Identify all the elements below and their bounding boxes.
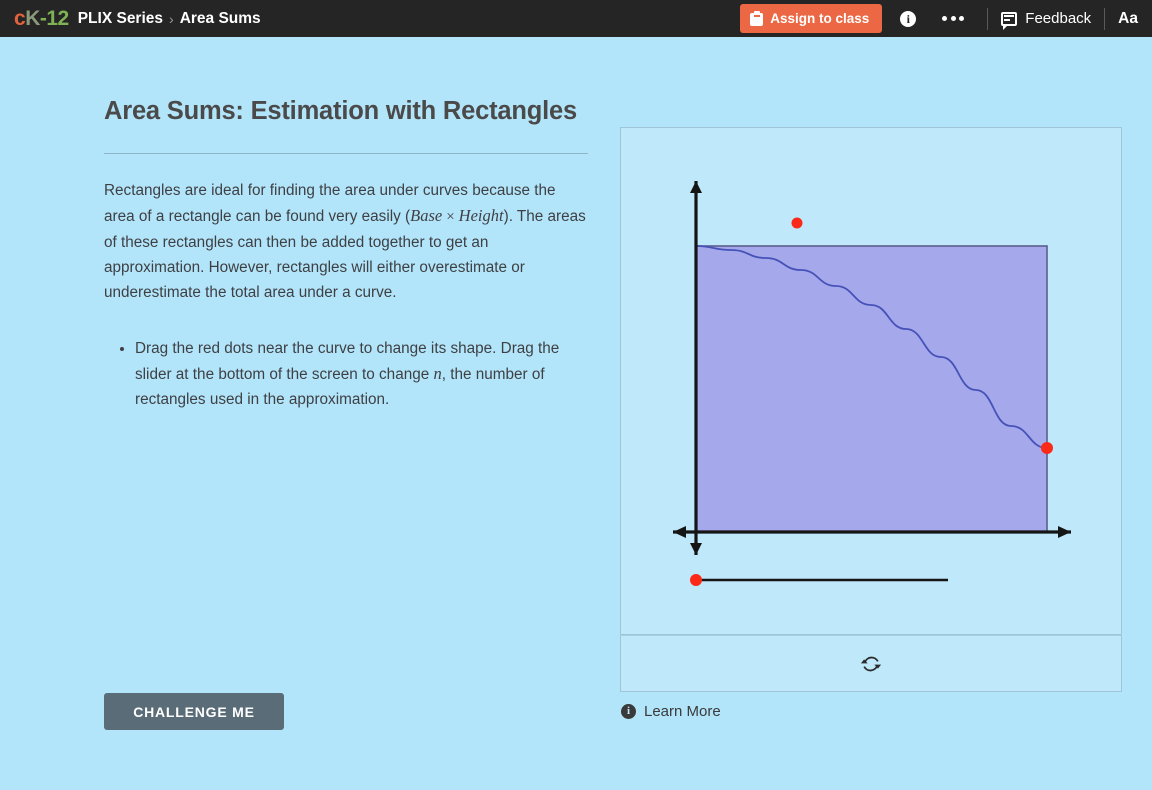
curve-handle-top-dot[interactable] [791, 217, 803, 229]
challenge-me-button[interactable]: CHALLENGE ME [104, 693, 284, 730]
math-n: n [433, 364, 442, 384]
bullet-text-part2: , the number of rectangles used in the a… [135, 366, 545, 409]
logo-letter-c: c [14, 6, 26, 30]
lesson-content: Area Sums: Estimation with Rectangles Re… [104, 95, 590, 412]
list-item: Drag the red dots near the curve to chan… [135, 336, 587, 412]
feedback-label: Feedback [1025, 10, 1092, 27]
intro-text-part2: ). The areas of these rectangles can the… [104, 208, 586, 302]
area-sums-graph[interactable] [621, 128, 1121, 634]
intro-paragraph: Rectangles are ideal for finding the are… [104, 178, 586, 305]
page-title: Area Sums: Estimation with Rectangles [104, 97, 577, 125]
x-axis-arrow-left-icon [673, 526, 686, 538]
more-options-button[interactable] [932, 0, 974, 37]
y-axis-arrow-up-icon [690, 181, 702, 193]
logo-letter-k: K [25, 6, 40, 30]
simulation-panel[interactable]: n=1 [620, 127, 1122, 635]
math-base: Base [410, 206, 443, 226]
ellipsis-icon [942, 16, 965, 21]
intro-text-part1: Rectangles are ideal for finding the are… [104, 182, 556, 226]
app-header: cK-12 PLIX Series › Area Sums Assign to … [0, 0, 1152, 37]
axes [673, 181, 1071, 555]
ck12-logo[interactable]: cK-12 [14, 7, 69, 31]
learn-more-link[interactable]: i Learn More [621, 703, 721, 720]
info-icon: i [900, 10, 917, 27]
x-axis-arrow-right-icon [1058, 526, 1071, 538]
refresh-icon[interactable] [860, 654, 882, 674]
instruction-list: Drag the red dots near the curve to chan… [104, 336, 590, 412]
feedback-button[interactable]: Feedback [1001, 0, 1091, 37]
info-button[interactable]: i [888, 0, 932, 37]
breadcrumb-current: Area Sums [179, 9, 261, 27]
simulation-reset-bar[interactable] [620, 635, 1122, 692]
info-icon: i [621, 704, 636, 719]
text-size-label: Aa [1118, 9, 1138, 27]
math-times-icon: × [446, 209, 455, 226]
text-size-button[interactable]: Aa [1118, 0, 1152, 37]
math-height: Height [458, 206, 504, 226]
curve-handle-right-dot[interactable] [1041, 442, 1053, 454]
breadcrumb-parent[interactable]: PLIX Series [77, 9, 164, 27]
header-divider-2 [1104, 7, 1106, 30]
assign-to-class-button[interactable]: Assign to class [740, 4, 883, 33]
assign-to-class-label: Assign to class [770, 11, 870, 26]
breadcrumb-separator-icon: › [169, 10, 174, 27]
clipboard-icon [750, 11, 764, 26]
function-curve [695, 245, 1048, 449]
title-divider [104, 153, 588, 155]
logo-number-12: -12 [39, 6, 69, 30]
n-slider-handle[interactable] [690, 574, 702, 586]
learn-more-label: Learn More [644, 703, 721, 720]
y-axis-arrow-down-icon [690, 543, 702, 555]
header-divider-1 [987, 7, 989, 30]
bullet-text-part1: Drag the red dots near the curve to chan… [135, 340, 560, 384]
breadcrumb: PLIX Series › Area Sums [78, 10, 261, 28]
feedback-icon [1001, 11, 1018, 30]
approximation-rectangle [695, 245, 1048, 533]
